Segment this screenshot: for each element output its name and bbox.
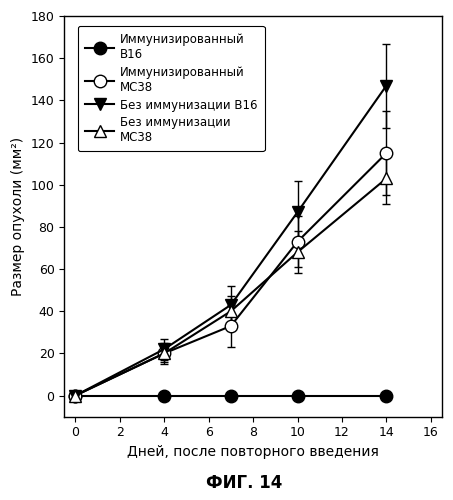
X-axis label: Дней, после повторного введения: Дней, после повторного введения bbox=[127, 445, 379, 459]
Legend: Иммунизированный
В16, Иммунизированный
МС38, Без иммунизации В16, Без иммунизаци: Иммунизированный В16, Иммунизированный М… bbox=[78, 26, 265, 152]
Y-axis label: Размер опухоли (мм²): Размер опухоли (мм²) bbox=[11, 137, 25, 296]
Text: ФИГ. 14: ФИГ. 14 bbox=[207, 474, 283, 492]
